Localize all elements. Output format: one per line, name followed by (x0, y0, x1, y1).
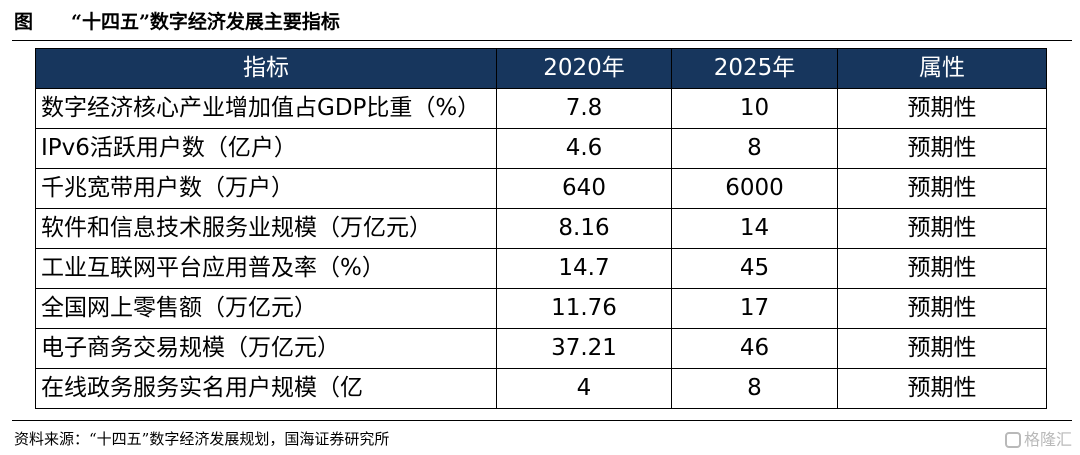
value-2025: 6000 (671, 168, 838, 209)
indicator-name: 千兆宽带用户数（万户） (35, 168, 497, 209)
attribute: 预期性 (837, 248, 1047, 289)
indicator-name: 电子商务交易规模（万亿元） (35, 328, 497, 369)
attribute: 预期性 (837, 288, 1047, 329)
header-2020: 2020年 (496, 48, 672, 89)
attribute: 预期性 (837, 368, 1047, 409)
watermark-text: 格隆汇 (1023, 430, 1072, 449)
attribute: 预期性 (837, 208, 1047, 249)
indicator-name: 数字经济核心产业增加值占GDP比重（%） (35, 88, 497, 129)
top-rule (12, 40, 1072, 41)
indicator-name: 在线政务服务实名用户规模（亿 (35, 368, 497, 409)
value-2025: 46 (671, 328, 838, 369)
figure-title-text: “十四五”数字经济发展主要指标 (71, 11, 340, 33)
bottom-rule (12, 420, 1072, 421)
value-2025: 8 (671, 368, 838, 409)
table-row: 全国网上零售额（万亿元） 11.76 17 预期性 (35, 288, 1047, 329)
value-2020: 7.8 (496, 88, 672, 129)
indicator-table: 指标 2020年 2025年 属性 数字经济核心产业增加值占GDP比重（%） 7… (35, 48, 1047, 409)
figure-title: 图 “十四五”数字经济发展主要指标 (14, 7, 340, 34)
value-2025: 10 (671, 88, 838, 129)
value-2020: 14.7 (496, 248, 672, 289)
attribute: 预期性 (837, 328, 1047, 369)
table-row: 数字经济核心产业增加值占GDP比重（%） 7.8 10 预期性 (35, 88, 1047, 129)
watermark: 格隆汇 (1004, 426, 1072, 450)
source-note: 资料来源：“十四五”数字经济发展规划，国海证券研究所 (14, 430, 390, 448)
attribute: 预期性 (837, 168, 1047, 209)
table-row: 在线政务服务实名用户规模（亿 4 8 预期性 (35, 368, 1047, 409)
attribute: 预期性 (837, 128, 1047, 169)
value-2020: 640 (496, 168, 672, 209)
table-row: IPv6活跃用户数（亿户） 4.6 8 预期性 (35, 128, 1047, 169)
table-row: 工业互联网平台应用普及率（%） 14.7 45 预期性 (35, 248, 1047, 289)
value-2020: 37.21 (496, 328, 672, 369)
value-2025: 17 (671, 288, 838, 329)
table-row: 千兆宽带用户数（万户） 640 6000 预期性 (35, 168, 1047, 209)
table-row: 电子商务交易规模（万亿元） 37.21 46 预期性 (35, 328, 1047, 369)
gelonghui-logo-icon (1004, 432, 1021, 448)
figure-label: 图 (14, 11, 34, 33)
header-indicator: 指标 (35, 48, 497, 89)
indicator-name: 全国网上零售额（万亿元） (35, 288, 497, 329)
value-2020: 11.76 (496, 288, 672, 329)
indicator-name: 工业互联网平台应用普及率（%） (35, 248, 497, 289)
indicator-name: IPv6活跃用户数（亿户） (35, 128, 497, 169)
value-2020: 4 (496, 368, 672, 409)
header-attribute: 属性 (837, 48, 1047, 89)
value-2025: 8 (671, 128, 838, 169)
table-header-row: 指标 2020年 2025年 属性 (35, 48, 1047, 89)
attribute: 预期性 (837, 88, 1047, 129)
value-2025: 14 (671, 208, 838, 249)
value-2020: 8.16 (496, 208, 672, 249)
indicator-name: 软件和信息技术服务业规模（万亿元） (35, 208, 497, 249)
value-2025: 45 (671, 248, 838, 289)
value-2020: 4.6 (496, 128, 672, 169)
header-2025: 2025年 (671, 48, 838, 89)
table-row: 软件和信息技术服务业规模（万亿元） 8.16 14 预期性 (35, 208, 1047, 249)
